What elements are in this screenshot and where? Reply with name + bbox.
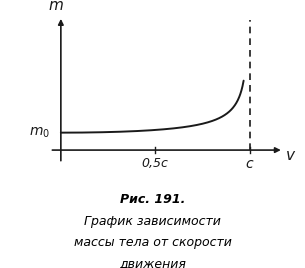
Text: движения: движения [119, 257, 186, 268]
Text: $m_0$: $m_0$ [30, 125, 50, 140]
Text: 0,5c: 0,5c [142, 158, 169, 170]
Text: массы тела от скорости: массы тела от скорости [74, 236, 231, 249]
Text: c: c [246, 158, 253, 172]
Text: Рис. 191.: Рис. 191. [120, 193, 185, 206]
Text: m: m [49, 0, 63, 13]
Text: v: v [285, 148, 295, 163]
Text: График зависимости: График зависимости [84, 215, 221, 228]
